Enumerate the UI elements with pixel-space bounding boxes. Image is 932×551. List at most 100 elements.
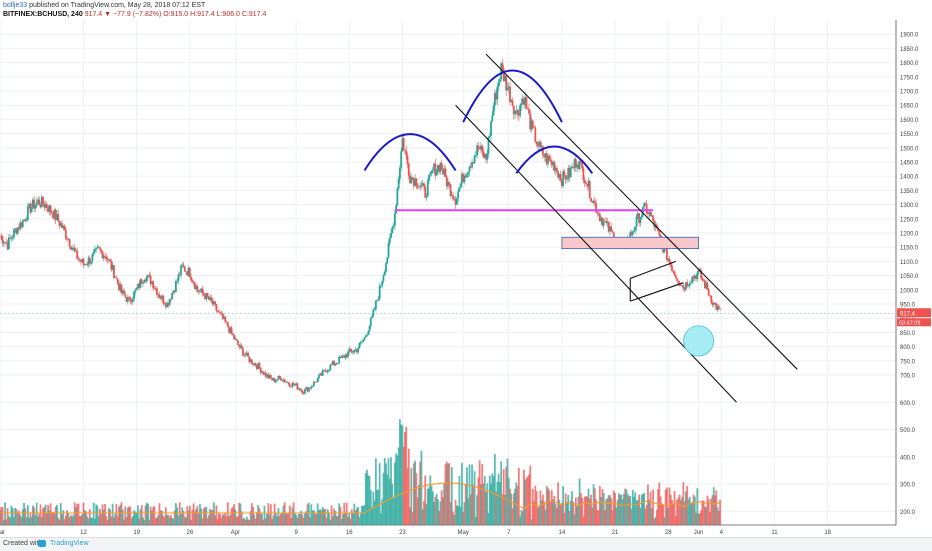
x-tick-label: 14: [559, 530, 566, 536]
volume-bar: [459, 506, 462, 525]
candle-body: [145, 277, 148, 282]
candle-body: [505, 75, 508, 91]
candle-body: [510, 100, 513, 103]
volume-bar: [492, 476, 495, 525]
volume-bar: [129, 506, 132, 525]
candle-body: [542, 146, 544, 155]
volume-bar: [220, 517, 223, 525]
publish-text: published on TradingView.com, May 28, 20…: [29, 2, 206, 9]
y-tick-label: 1400.0: [900, 175, 919, 181]
volume-bar: [502, 468, 505, 525]
volume-bar: [171, 517, 174, 525]
volume-bar: [50, 512, 53, 525]
candle-body: [574, 159, 577, 168]
candle-body: [592, 200, 595, 203]
candle-body: [164, 304, 167, 308]
candle-body: [81, 259, 84, 263]
candle-body: [261, 371, 263, 373]
volume-bar: [591, 507, 594, 525]
volume-bar: [162, 515, 165, 525]
candle-body: [133, 291, 136, 299]
chart-area[interactable]: 200.0 300.0 400.0 500.0 600.0 700.0 750.0 800.0…: [0, 20, 932, 537]
candle-body: [679, 284, 682, 286]
price-chart[interactable]: 200.0 300.0 400.0 500.0 600.0 700.0 750.0 800.0…: [0, 20, 932, 537]
volume-bar: [183, 516, 186, 525]
candle-body: [471, 162, 473, 168]
candle-body: [100, 249, 103, 252]
volume-bar: [592, 484, 595, 525]
candle-body: [709, 295, 711, 296]
volume-bar: [506, 458, 509, 525]
volume-bar: [380, 513, 382, 525]
volume-bar: [101, 504, 104, 525]
candle-body: [601, 217, 604, 226]
candle-body: [376, 299, 379, 301]
volume-bar: [566, 502, 568, 525]
y-tick-label: 950.0: [900, 303, 916, 309]
volume-bar: [247, 519, 249, 525]
volume-bar: [550, 490, 553, 525]
volume-bar: [409, 507, 411, 525]
volume-bar: [102, 509, 105, 525]
volume-bar: [421, 509, 424, 525]
candle-body: [517, 113, 520, 116]
volume-bar: [163, 516, 166, 525]
price-change: −77.9 (−7.82%): [113, 11, 162, 18]
candle-body: [397, 178, 400, 189]
candle-body: [240, 345, 243, 349]
y-tick-label: 750.0: [900, 359, 916, 365]
candle-body: [186, 271, 189, 276]
volume-bar: [466, 467, 468, 525]
volume-bar: [104, 503, 106, 525]
volume-bar: [280, 513, 282, 525]
volume-bar: [143, 519, 146, 525]
volume-bar: [312, 510, 315, 525]
volume-bar: [468, 464, 471, 525]
volume-bar: [423, 501, 425, 525]
x-tick-label: 19: [133, 530, 140, 536]
candle-body: [248, 356, 251, 362]
volume-bar: [552, 499, 554, 525]
candle-body: [386, 257, 389, 264]
candle-body: [702, 279, 705, 281]
target-circle: [683, 325, 715, 357]
candle-body: [72, 247, 75, 249]
candle-body: [607, 221, 610, 232]
volume-bar: [212, 502, 215, 525]
volume-bar: [176, 507, 179, 525]
volume-bar: [235, 516, 238, 525]
candle-body: [507, 86, 510, 89]
volume-bar: [23, 502, 25, 525]
volume-bar: [310, 504, 313, 525]
volume-bar: [153, 506, 156, 525]
volume-bar: [259, 513, 262, 525]
candle-body: [195, 285, 198, 289]
author-link[interactable]: bollje33: [3, 2, 28, 9]
candle-body: [385, 263, 387, 272]
volume-bar: [209, 508, 211, 525]
candle-body: [634, 226, 637, 231]
volume-bar: [285, 513, 287, 525]
volume-bar: [560, 502, 563, 525]
candle-body: [550, 160, 553, 166]
volume-bar: [172, 518, 175, 525]
volume-bar: [514, 488, 516, 525]
candle-body: [225, 321, 228, 323]
candle-body: [91, 254, 94, 262]
candle-body: [425, 196, 428, 198]
candle-body: [219, 311, 222, 313]
volume-bar: [399, 419, 401, 525]
candle-body: [5, 242, 8, 243]
candle-body: [76, 250, 79, 260]
candle-body: [562, 171, 565, 186]
volume-bar: [61, 514, 63, 525]
candle-body: [177, 274, 180, 281]
volume-bar: [148, 519, 151, 525]
volume-bar: [228, 516, 230, 525]
volume-bar: [498, 482, 501, 525]
candle-body: [192, 281, 195, 284]
candle-body: [116, 278, 119, 284]
volume-bar: [417, 484, 420, 525]
tradingview-brand[interactable]: TradingView: [50, 540, 89, 547]
volume-bar: [54, 506, 57, 525]
